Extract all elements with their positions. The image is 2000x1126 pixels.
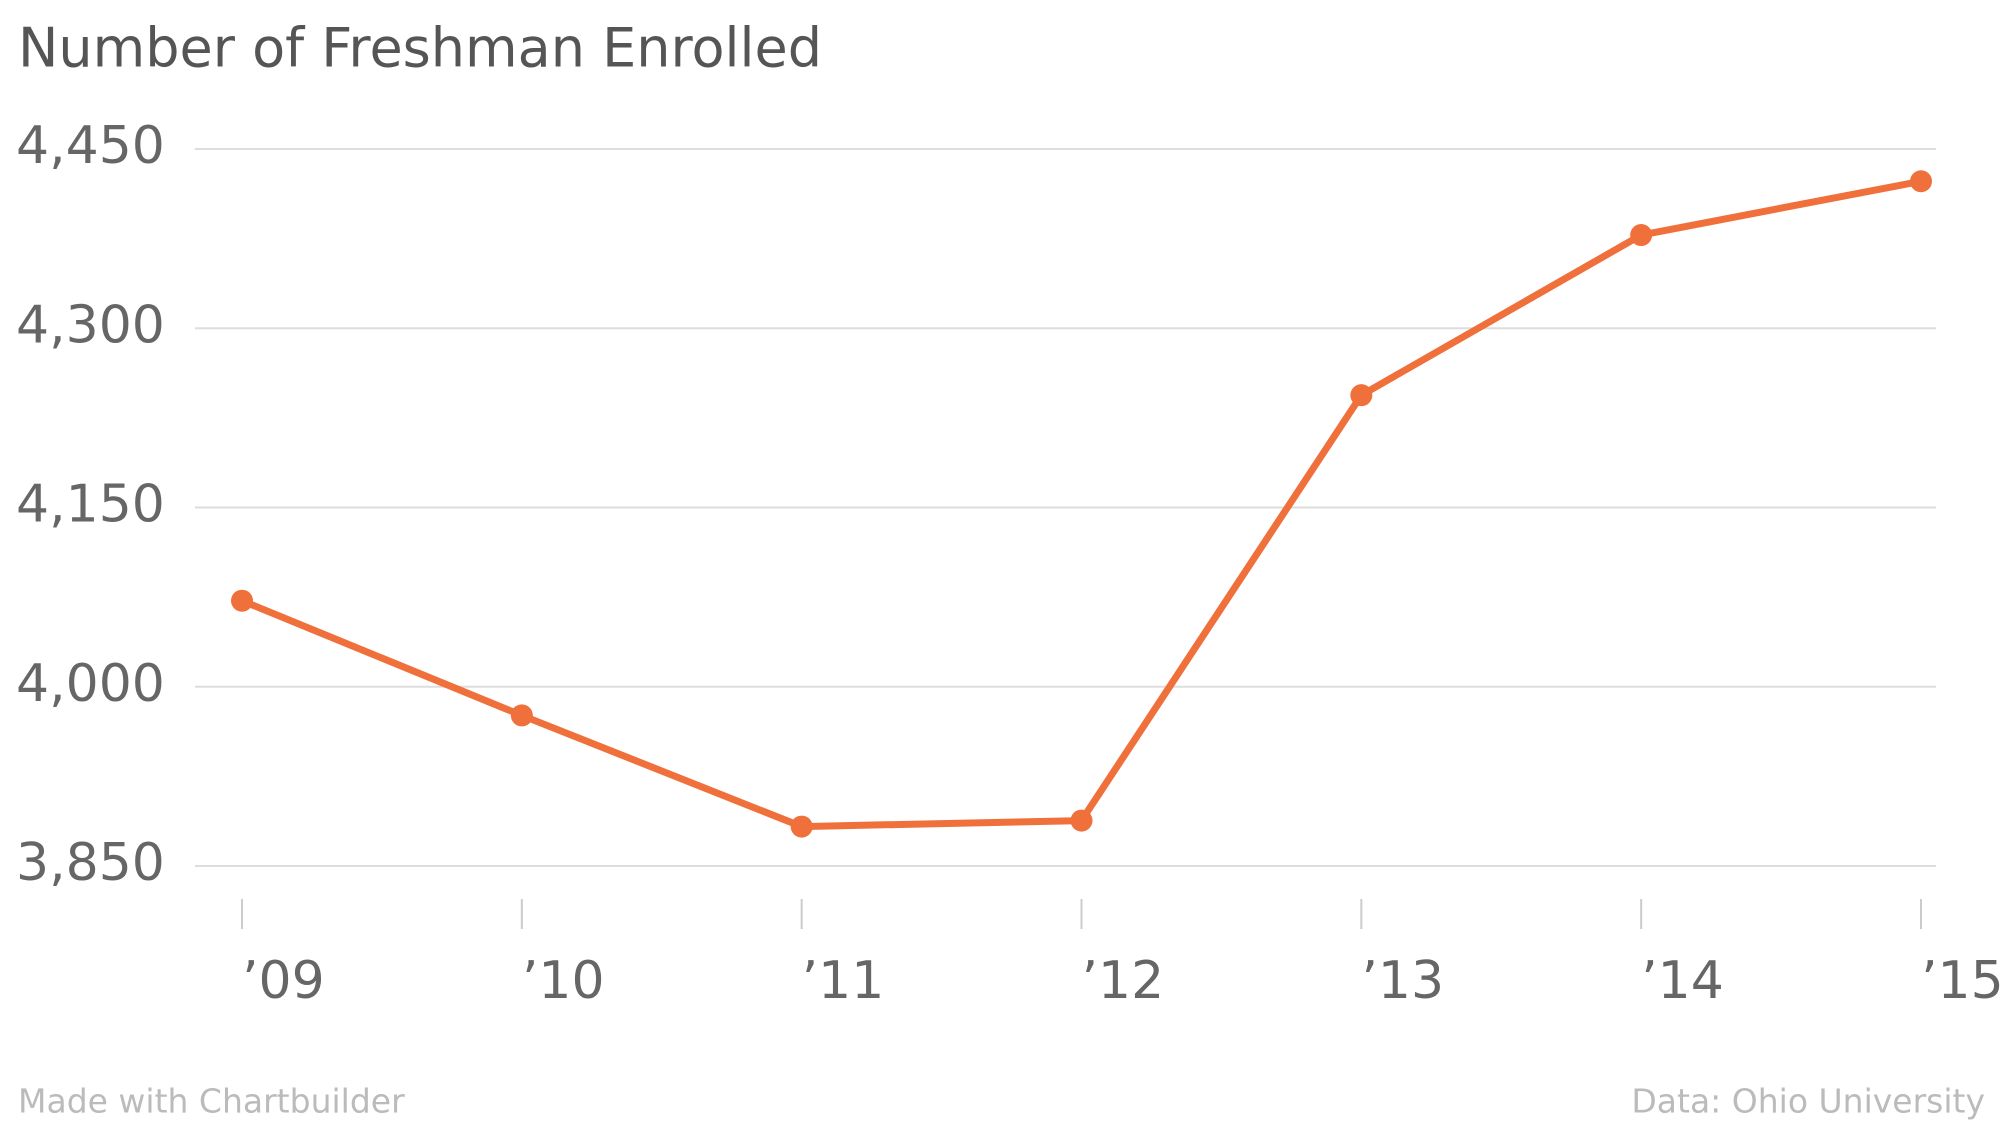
point	[1070, 809, 1093, 832]
chart-title: Number of Freshman Enrolled	[18, 17, 822, 80]
source: Data: Ohio University	[1631, 1082, 1985, 1121]
x-tick-label: ’13	[1361, 951, 1444, 1011]
y-tick-label: 3,850	[16, 833, 165, 893]
x-tick-label: ’12	[1082, 951, 1165, 1011]
point	[790, 815, 813, 838]
x-tick-label: ’11	[802, 951, 885, 1011]
y-tick-label: 4,450	[16, 116, 165, 176]
x-tick-label: ’14	[1641, 951, 1724, 1011]
x-tick-label: ’15	[1921, 951, 2000, 1011]
point	[510, 704, 533, 727]
y-tick-label: 4,300	[16, 295, 165, 355]
credit: Made with Chartbuilder	[18, 1082, 405, 1121]
line	[240, 177, 1922, 831]
point	[231, 589, 253, 612]
x-tick-label: ’09	[242, 951, 325, 1011]
x-tick-label: ’10	[522, 951, 605, 1011]
point	[1910, 170, 1932, 193]
y-tick-label: 4,000	[16, 654, 165, 714]
point	[1630, 224, 1653, 247]
point	[1350, 384, 1373, 407]
y-tick-label: 4,150	[16, 475, 165, 535]
